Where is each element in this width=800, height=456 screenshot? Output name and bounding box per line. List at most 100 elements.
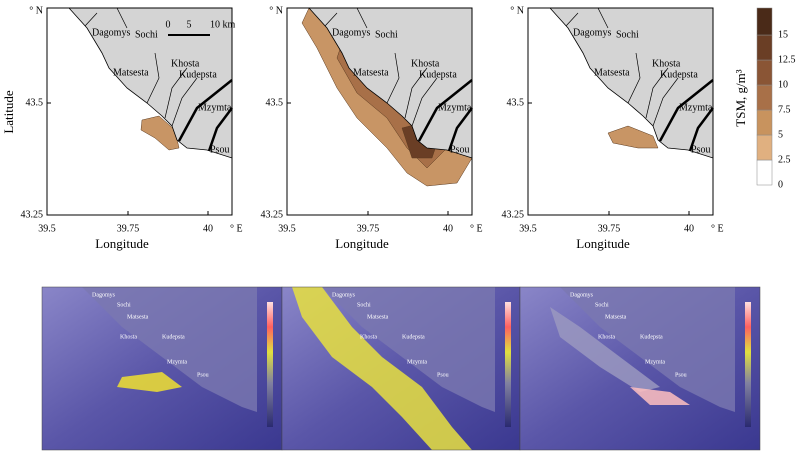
scale-label: 10 km [210,19,236,30]
x-axis-label: Longitude [95,236,149,251]
river [386,52,400,104]
river [146,52,160,104]
place-label: Khosta [120,334,137,340]
frame [527,7,714,216]
place-label: Matsesta [367,314,389,320]
lat-unit: ° N [510,5,524,16]
place-label: Mzymta [407,359,427,365]
colorbar-bin [756,84,773,111]
place-label: Psou [437,372,449,378]
river [688,107,714,152]
place-label: Kudepsta [640,334,663,340]
river [417,79,473,142]
frame [286,7,473,216]
lon-unit: ° E [711,223,724,234]
y-tick-label: 43.25 [261,209,284,220]
satellite-colorbar [505,302,511,427]
colorbar-bin [756,159,773,186]
x-axis-label: Longitude [576,236,630,251]
place-label: Mzymta [645,359,665,365]
place-label: Mzymta [167,359,187,365]
place-label: Sochi [117,302,131,308]
place-label: Kudepsta [162,334,185,340]
place-label: Mzymta [438,102,472,113]
y-tick-label: 43.25 [502,209,525,220]
place-label: Sochi [135,29,158,40]
place-label: Matsesta [113,67,149,78]
satellite-colorbar [745,302,751,427]
tsm-band [117,372,182,392]
lon-unit: ° E [230,223,243,234]
x-tick-label: 39.5 [278,223,296,234]
colorbar-bin [756,34,773,61]
place-label: Dagomys [92,292,116,298]
river [207,107,233,152]
lat-unit: ° N [269,5,283,16]
place-label: Khosta [171,58,200,69]
place-label: Sochi [616,29,639,40]
river [658,79,714,142]
x-axis-label: Longitude [335,236,389,251]
place-label: Khosta [411,58,440,69]
tsm-band [630,387,690,405]
place-label: Sochi [595,302,609,308]
river [411,77,438,127]
y-tick-label: 43.5 [507,97,525,108]
place-label: Khosta [598,334,615,340]
tsm-band [550,307,660,392]
place-label: Psou [691,144,710,155]
place-label: Khosta [652,58,681,69]
place-label: Kudepsta [419,69,457,80]
place-label: Psou [197,372,209,378]
satellite-land [82,287,257,412]
river [84,12,98,27]
place-label: Psou [210,144,229,155]
y-axis-label: Latitude [1,90,16,134]
scale-label: 0 [166,19,171,30]
place-label: Dagomys [332,27,370,38]
place-label: Psou [450,144,469,155]
x-tick-label: 39.5 [519,223,537,234]
river [116,7,128,29]
place-label: Kudepsta [179,69,217,80]
satellite-land [322,287,495,412]
colorbar-tick: 7.5 [778,104,791,115]
satellite-colorbar [267,302,273,427]
place-label: Kudepsta [402,334,425,340]
lat-unit: ° N [29,5,43,16]
colorbar-tick: 10 [778,79,788,90]
x-tick-label: 39.5 [38,223,56,234]
river [627,52,641,104]
plume [607,125,659,149]
river [324,12,338,27]
place-label: Dagomys [570,292,594,298]
colorbar-bin [756,7,773,36]
plume [140,115,180,151]
x-tick-label: 40 [203,223,213,234]
x-tick-label: 40 [684,223,694,234]
x-tick-label: 39.75 [598,223,621,234]
y-tick-label: 43.5 [266,97,284,108]
frame [46,7,233,216]
river [645,67,669,119]
x-tick-label: 39.75 [117,223,140,234]
lon-unit: ° E [470,223,483,234]
colorbar-label: TSM, g/m³ [733,69,748,126]
frame [519,286,761,451]
colorbar-bin [756,109,773,136]
river [597,7,609,29]
river [356,7,368,29]
place-label: Matsesta [594,67,630,78]
river [177,79,233,142]
river [164,67,188,119]
place-label: Sochi [357,302,371,308]
place-label: Dagomys [573,27,611,38]
river [652,77,679,127]
river [171,77,198,127]
place-label: Dagomys [92,27,130,38]
colorbar-tick: 12.5 [778,54,796,65]
colorbar-tick: 0 [778,179,783,190]
colorbar-bin [756,59,773,86]
place-label: Matsesta [605,314,627,320]
place-label: Matsesta [353,67,389,78]
